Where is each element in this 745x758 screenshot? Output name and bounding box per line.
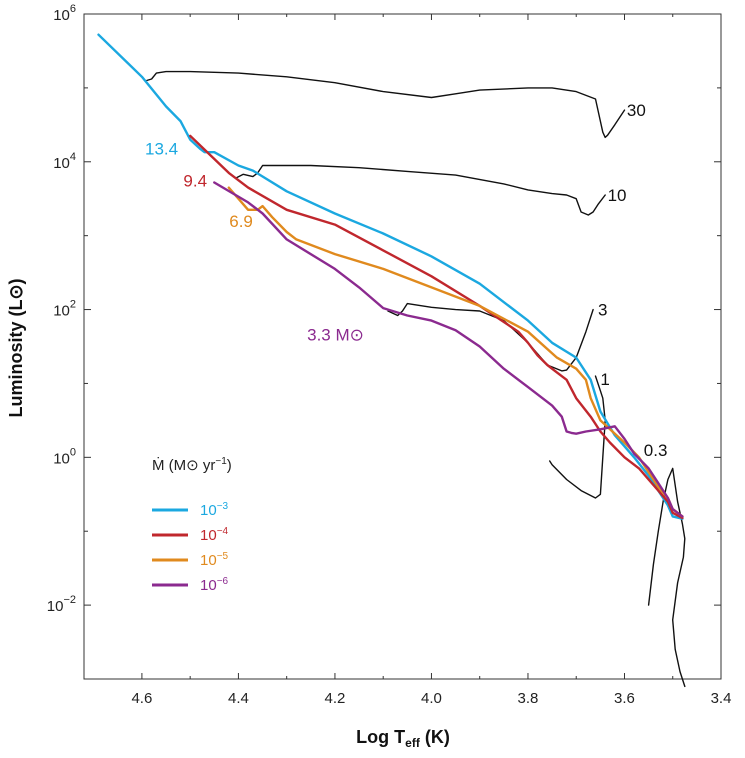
plot-frame — [83, 13, 722, 680]
x-tick-label: 4.2 — [325, 690, 346, 707]
y-tick-label: 102 — [53, 299, 76, 320]
y-tick-label: 106 — [53, 3, 76, 24]
series-line-8 — [213, 181, 684, 518]
legend-label-1: 10−4 — [200, 526, 229, 544]
legend-label-2: 10−5 — [200, 551, 229, 569]
annotation-layer: 30 10 3 1 0.3 13.4 9.4 6.9 3.3 M⊙ — [145, 101, 667, 460]
series-line-5 — [97, 33, 684, 520]
annotation-label-7: 6.9 — [229, 212, 253, 231]
x-axis-title: Log Teff (K) — [356, 727, 450, 750]
annotation-label-4: 0.3 — [644, 441, 668, 460]
series-line-6 — [188, 134, 684, 520]
y-tick-label: 10−2 — [47, 594, 76, 615]
legend: Ṁ (M⊙ yr−1) 10−3 10−4 10−5 10−6 — [152, 456, 232, 594]
x-tick-label: 4.6 — [131, 690, 152, 707]
x-axis-title-main: Log T — [356, 727, 405, 747]
legend-label-0: 10−3 — [200, 501, 229, 519]
annotation-label-6: 9.4 — [183, 171, 207, 190]
series-layer — [97, 33, 686, 688]
annotation-label-5: 13.4 — [145, 139, 178, 158]
x-tick-label: 4.0 — [421, 690, 442, 707]
annotation-label-2: 3 — [598, 301, 607, 320]
annotation-label-3: 1 — [600, 370, 609, 389]
legend-title: Ṁ (M⊙ yr−1) — [152, 456, 232, 474]
x-tick-label: 3.6 — [614, 690, 635, 707]
y-tick-label: 104 — [53, 151, 76, 172]
series-line-7 — [227, 186, 684, 518]
x-tick-label: 3.8 — [518, 690, 539, 707]
x-axis-title-unit: (K) — [420, 727, 450, 747]
series-line-3 — [549, 375, 606, 499]
x-tick-label: 4.4 — [228, 690, 249, 707]
annotation-label-8: 3.3 M⊙ — [307, 326, 364, 345]
axis-ticks: 4.6 4.4 4.2 4.0 3.8 3.6 3.4 106 104 102 100 10−2 — [47, 3, 732, 707]
annotation-label-1: 10 — [608, 186, 627, 205]
x-tick-label: 3.4 — [711, 690, 732, 707]
series-line-4 — [647, 467, 686, 688]
y-axis-title: Luminosity (L⊙) — [6, 278, 26, 417]
series-line-0 — [145, 70, 626, 139]
annotation-label-0: 30 — [627, 101, 646, 120]
legend-label-3: 10−6 — [200, 576, 229, 594]
y-tick-label: 100 — [53, 446, 76, 467]
x-axis-title-sub: eff — [405, 736, 421, 750]
series-line-1 — [235, 164, 606, 216]
